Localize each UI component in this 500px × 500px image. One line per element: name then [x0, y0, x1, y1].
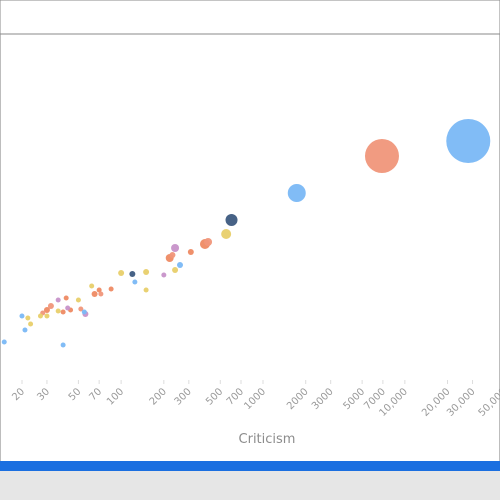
point: [98, 291, 104, 297]
point: [60, 342, 66, 348]
search-bar[interactable]: [0, 0, 500, 35]
point: [55, 297, 61, 303]
point: [28, 321, 34, 327]
point: [221, 229, 232, 239]
point: [132, 279, 138, 285]
point: [78, 306, 84, 312]
point: [75, 297, 81, 303]
point: [364, 139, 399, 173]
point: [19, 313, 25, 319]
point: [225, 214, 238, 226]
point: [37, 313, 43, 319]
point: [96, 287, 102, 293]
point: [22, 327, 28, 333]
point: [129, 271, 136, 277]
point: [143, 269, 150, 275]
point: [171, 244, 180, 252]
point: [161, 272, 167, 278]
point: [63, 295, 69, 301]
point: [1, 339, 7, 345]
point: [25, 315, 31, 321]
status-bar: [0, 461, 500, 471]
point: [65, 305, 71, 311]
point: [118, 270, 125, 276]
point: [55, 308, 61, 314]
point: [176, 262, 183, 268]
point: [204, 238, 213, 246]
point: [287, 184, 306, 202]
point: [81, 309, 87, 315]
point: [143, 287, 149, 293]
point: [89, 283, 95, 289]
x-axis-label: Criticism: [239, 432, 296, 447]
point: [172, 267, 179, 273]
point: [91, 291, 98, 297]
point: [47, 303, 54, 309]
point: [108, 286, 114, 292]
point: [169, 252, 176, 258]
point: [44, 313, 50, 319]
point: [187, 249, 194, 255]
point: [60, 309, 66, 315]
footer: [0, 471, 500, 500]
point: [43, 307, 50, 313]
point: [446, 119, 491, 163]
